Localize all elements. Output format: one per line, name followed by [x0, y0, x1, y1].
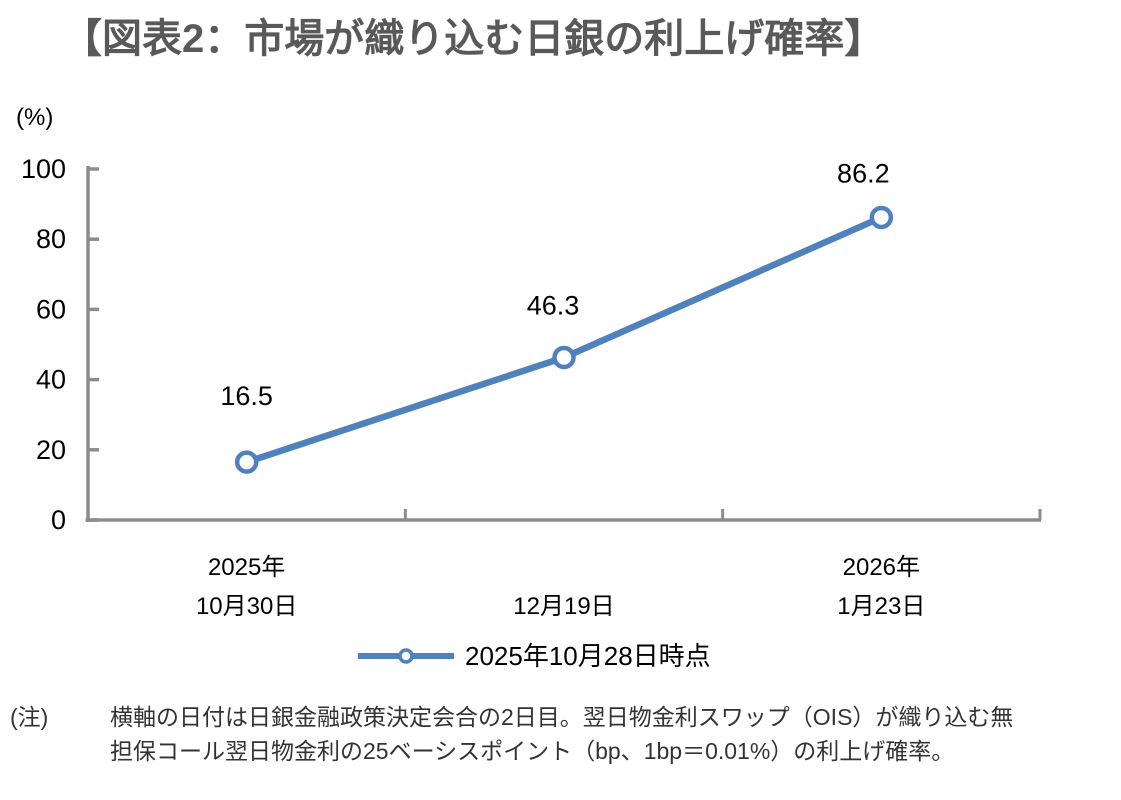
chart-title: 【図表2：市場が織り込む日銀の利上げ確率】 [62, 17, 885, 61]
data-point-label: 46.3 [527, 290, 580, 320]
y-tick-label: 0 [51, 505, 66, 535]
x-axis-label-year: 2026年 [842, 554, 921, 581]
note-label: (注) [10, 704, 49, 730]
data-point-label: 16.5 [220, 381, 273, 411]
legend-label: 2025年10月28日時点 [465, 641, 711, 671]
legend: 2025年10月28日時点 [356, 640, 711, 672]
note-text: 横軸の日付は日銀金融政策決定会合の2日目。翌日物金利スワップ（OIS）が織り込む… [110, 700, 1013, 768]
x-axis-label-year: 2025年 [207, 554, 286, 581]
note-line-1: 横軸の日付は日銀金融政策決定会合の2日目。翌日物金利スワップ（OIS）が織り込む… [110, 704, 1014, 730]
x-axis-label-date: 10月30日 [195, 593, 298, 620]
x-axis-label-date: 12月19日 [513, 593, 615, 620]
series-line [245, 214, 883, 466]
y-tick-label: 100 [21, 154, 66, 184]
y-tick-label: 40 [36, 365, 66, 395]
y-axis-unit-label: (%) [16, 104, 54, 131]
legend-line-marker-icon [358, 648, 454, 664]
data-point-label: 86.2 [837, 158, 890, 188]
line-chart: 0 20 40 60 80 100 16.5 46.3 86.2 [21, 154, 1042, 535]
y-tick-label: 80 [36, 224, 66, 254]
data-point-marker [552, 345, 576, 370]
y-tick-label: 20 [36, 435, 66, 465]
note-line-2: 担保コール翌日物金利の25ベーシスポイント（bp、1bp＝0.01%）の利上げ確… [110, 738, 955, 764]
x-axis-label-date: 1月23日 [837, 593, 926, 620]
legend-marker-icon [398, 648, 414, 664]
data-point-marker [234, 450, 259, 474]
y-tick-label: 60 [36, 294, 66, 324]
data-point-marker [869, 205, 894, 230]
